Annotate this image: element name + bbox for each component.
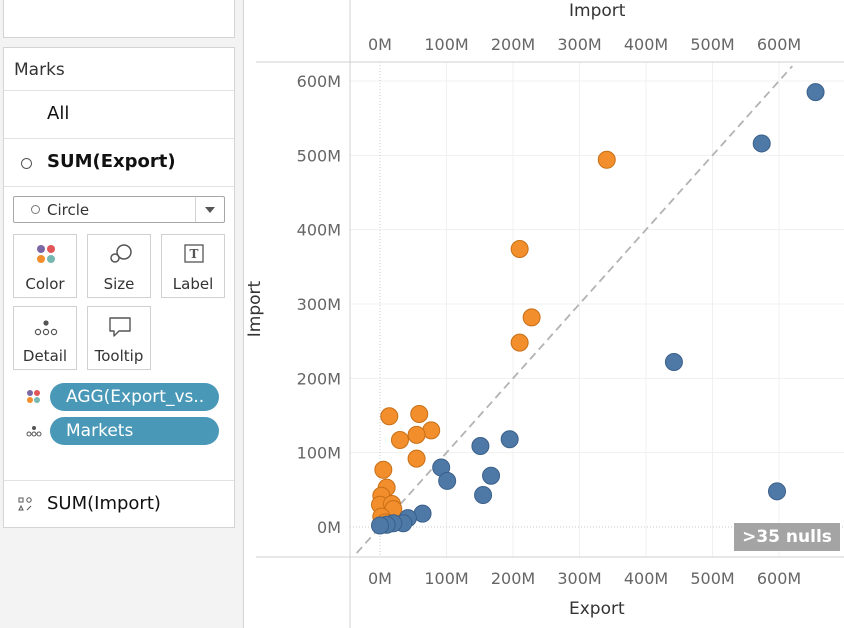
speech-bubble-icon — [109, 317, 131, 337]
marks-tab-import-label: SUM(Import) — [47, 493, 161, 514]
text-label-icon: T — [184, 244, 204, 263]
top-axis-title: Import — [569, 1, 626, 21]
tooltip-button[interactable]: Tooltip — [87, 306, 151, 370]
top-tick-label: 0M — [368, 35, 392, 54]
top-tick-label: 300M — [557, 35, 601, 54]
size-button[interactable]: Size — [87, 234, 151, 298]
size-button-label: Size — [103, 275, 135, 293]
circle-mark-icon — [21, 158, 32, 169]
data-point-import[interactable] — [380, 407, 399, 426]
marks-tab-all[interactable]: All — [4, 91, 234, 137]
x-axis-title: Export — [569, 599, 625, 619]
x-tick-label: 100M — [424, 569, 468, 588]
y-tick-label: 300M — [297, 295, 341, 314]
x-tick-label: 600M — [757, 569, 801, 588]
color-button-label: Color — [25, 275, 65, 293]
top-tick-label: 500M — [690, 35, 734, 54]
data-point-import[interactable] — [390, 431, 409, 450]
x-tick-label: 300M — [557, 569, 601, 588]
y-tick-label: 500M — [297, 146, 341, 165]
data-point-import[interactable] — [597, 150, 616, 169]
mark-type-value: Circle — [47, 201, 90, 219]
x-tick-label: 400M — [624, 569, 668, 588]
x-tick-label: 200M — [491, 569, 535, 588]
data-point-export[interactable] — [482, 466, 501, 485]
marks-tab-all-label: All — [47, 103, 70, 124]
detail-dots-icon — [34, 320, 58, 336]
filters-card — [3, 0, 235, 38]
data-point-import[interactable] — [510, 333, 529, 352]
y-tick-label: 0M — [317, 518, 341, 537]
data-point-export[interactable] — [664, 352, 683, 371]
top-tick-label: 600M — [757, 35, 801, 54]
y-tick-label: 400M — [297, 221, 341, 240]
color-button[interactable]: Color — [13, 234, 77, 298]
data-point-export[interactable] — [471, 436, 490, 455]
data-point-import[interactable] — [522, 308, 541, 327]
marks-tab-export[interactable]: SUM(Export) — [4, 139, 234, 185]
color-pill[interactable]: AGG(Export_vs.. — [50, 383, 219, 411]
x-tick-label: 500M — [690, 569, 734, 588]
label-button-label: Label — [172, 275, 214, 293]
data-point-export[interactable] — [438, 471, 457, 490]
detail-pill[interactable]: Markets — [50, 417, 219, 445]
color-dots-icon — [37, 245, 55, 263]
y-axis-title[interactable]: Import — [245, 280, 265, 338]
data-point-import[interactable] — [374, 460, 393, 479]
marks-card: Marks All SUM(Export) Circle Color — [3, 47, 235, 528]
left-pane: Marks All SUM(Export) Circle Color — [0, 0, 244, 628]
y-tick-label: 100M — [297, 444, 341, 463]
data-point-export[interactable] — [371, 516, 389, 535]
marks-tab-export-label: SUM(Export) — [47, 151, 176, 172]
color-dots-icon — [27, 390, 40, 403]
top-tick-label: 100M — [424, 35, 468, 54]
mark-type-dropdown[interactable]: Circle — [13, 196, 225, 223]
detail-button[interactable]: Detail — [13, 306, 77, 370]
top-tick-label: 200M — [491, 35, 535, 54]
chevron-down-icon[interactable] — [195, 197, 224, 222]
detail-button-label: Detail — [22, 347, 68, 365]
data-point-import[interactable] — [410, 405, 429, 424]
tooltip-button-label: Tooltip — [94, 347, 144, 365]
data-point-import[interactable] — [510, 239, 529, 258]
marks-tab-import[interactable]: SUM(Import) — [4, 481, 234, 527]
data-point-import[interactable] — [407, 425, 426, 444]
reference-line — [356, 65, 793, 554]
data-point-export[interactable] — [474, 486, 493, 505]
x-tick-label: 0M — [368, 569, 392, 588]
label-button[interactable]: T Label — [161, 234, 225, 298]
size-icon — [110, 244, 132, 263]
top-tick-label: 400M — [624, 35, 668, 54]
nulls-indicator[interactable]: >35 nulls — [734, 523, 840, 551]
data-point-export[interactable] — [500, 430, 519, 449]
y-tick-label: 600M — [297, 72, 341, 91]
svg-text:T: T — [190, 247, 199, 261]
detail-dots-icon — [26, 426, 42, 437]
data-point-import[interactable] — [407, 449, 426, 468]
data-point-export[interactable] — [752, 134, 771, 153]
marks-title: Marks — [14, 60, 65, 80]
data-point-export[interactable] — [806, 83, 825, 102]
y-tick-label: 200M — [297, 369, 341, 388]
data-point-export[interactable] — [768, 482, 787, 501]
automatic-marks-icon — [18, 497, 32, 511]
circle-mark-icon — [31, 205, 40, 214]
